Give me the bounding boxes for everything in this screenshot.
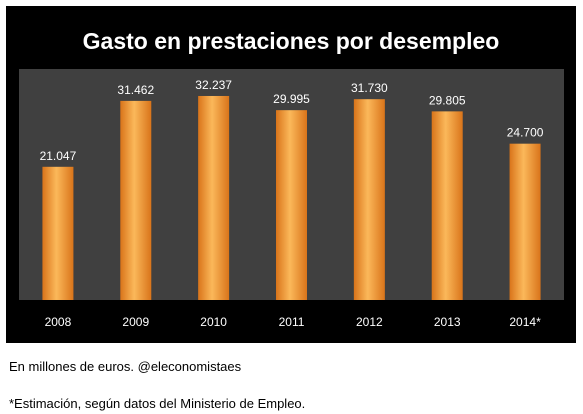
x-tick-label-2012: 2012 [356,315,383,329]
x-tick-label-2014: 2014* [509,315,541,329]
data-label-2014: 24.700 [507,126,544,140]
bar-chart: 21.047 2008 31.462 2009 32.237 2010 29.995 2011… [19,69,564,329]
x-tick-label-2013: 2013 [434,315,461,329]
data-label-2010: 32.237 [195,78,232,92]
bar-2010 [198,95,230,300]
bar-2011 [276,110,307,300]
data-label-2013: 29.805 [429,93,466,107]
data-label-2012: 31.730 [351,81,388,95]
chart-panel: Gasto en prestaciones por desempleo 21.0… [6,6,576,343]
estimate-note: *Estimación, según datos del Ministerio … [9,396,306,411]
x-tick-label-2010: 2010 [200,315,227,329]
bar-2012 [353,99,385,300]
x-tick-label-2008: 2008 [45,315,72,329]
x-tick-label-2009: 2009 [122,315,149,329]
source-note: En millones de euros. @eleconomistaes [9,359,242,374]
bar-2009 [120,100,152,300]
data-label-2011: 29.995 [273,92,310,106]
x-tick-label-2011: 2011 [279,315,305,329]
data-label-2008: 21.047 [40,149,77,163]
bar-2014 [509,143,541,300]
chart-title: Gasto en prestaciones por desempleo [82,28,500,54]
bar-2008 [42,166,74,300]
bar-2013 [431,111,463,300]
data-label-2009: 31.462 [117,83,154,97]
